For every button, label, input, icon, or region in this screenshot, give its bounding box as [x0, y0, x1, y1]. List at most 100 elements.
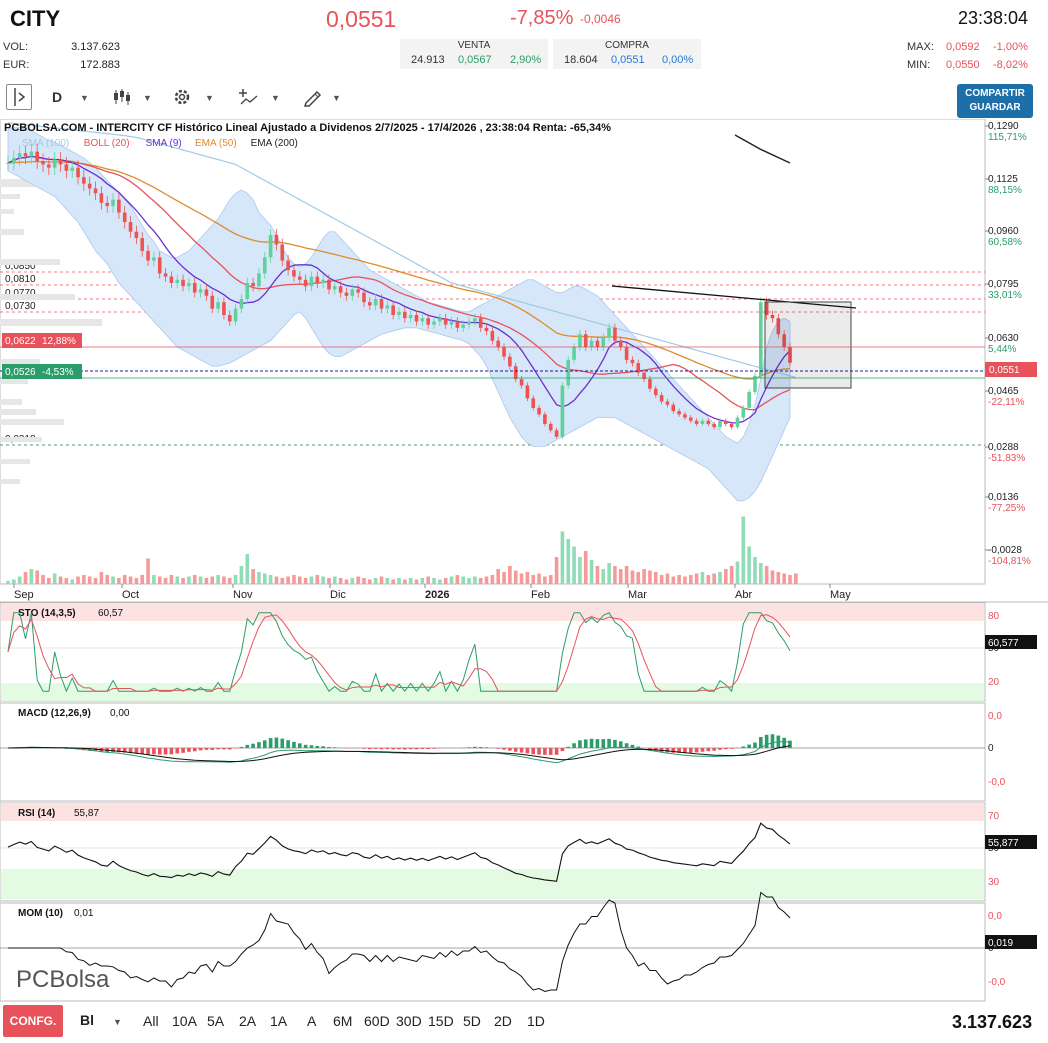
volume-bar [262, 573, 267, 584]
chevron-down-icon[interactable]: ▼ [143, 93, 152, 103]
volume-bar [776, 572, 781, 584]
macd-histogram-bar [613, 739, 617, 748]
volume-bar [753, 557, 757, 584]
volume-bar [385, 578, 390, 584]
volume-profile-bar [0, 437, 42, 442]
volume-bar [770, 570, 775, 584]
volume-bar [467, 578, 471, 584]
y-tick-label: 0,1290 [988, 121, 1019, 132]
tag-0526-value: 0,0526 [5, 367, 36, 378]
volume-bar [513, 570, 518, 584]
macd-histogram-bar [595, 739, 600, 748]
settings-button[interactable] [171, 86, 193, 113]
macd-histogram-bar [496, 748, 501, 749]
volume-bar [169, 575, 174, 584]
macd-histogram-bar [385, 748, 390, 750]
macd-histogram-bar [286, 740, 290, 748]
candle-body [356, 289, 360, 293]
range-button-60d[interactable]: 60D [364, 1013, 390, 1029]
share-save-button[interactable]: COMPARTIR GUARDAR [957, 84, 1033, 118]
style-selector[interactable]: Bl [80, 1012, 94, 1028]
volume-profile-bar [0, 294, 75, 300]
config-button[interactable]: CONFG. [3, 1005, 63, 1037]
candle-body [391, 305, 395, 316]
macd-histogram-bar [373, 748, 378, 749]
volume-bar [157, 576, 162, 584]
macd-histogram-bar [770, 734, 775, 748]
range-button-1a[interactable]: 1A [270, 1013, 288, 1029]
chevron-down-icon[interactable]: ▼ [205, 93, 214, 103]
candle-body [350, 289, 355, 296]
trendline [611, 285, 857, 309]
candle-body [169, 276, 174, 283]
sidebar-toggle-button[interactable] [6, 84, 32, 110]
candle-body [426, 318, 430, 325]
eur-label: EUR: [3, 59, 30, 71]
mom-label: MOM (10) [18, 908, 63, 919]
period-selector[interactable]: D [52, 89, 63, 105]
candle-body [560, 385, 565, 437]
level-label: 0,0810 [5, 274, 36, 285]
candle-body [333, 286, 337, 290]
chart-type-button[interactable] [112, 88, 132, 111]
volume-bar [181, 578, 185, 584]
volume-bar [315, 575, 320, 584]
mom-panel-frame [0, 902, 986, 1002]
volume-bar [23, 572, 28, 584]
volume-profile-bar [0, 409, 36, 415]
drawing-tools-button[interactable] [302, 87, 324, 112]
volume-bar [560, 531, 565, 584]
candle-body [671, 404, 676, 412]
range-button-a[interactable]: A [307, 1013, 317, 1029]
candle-body [478, 318, 483, 328]
candle-body [233, 308, 238, 322]
candle-body [303, 279, 308, 287]
chevron-down-icon[interactable]: ▼ [271, 93, 280, 103]
candle-body [443, 318, 448, 325]
range-button-6m[interactable]: 6M [333, 1013, 353, 1029]
range-button-30d[interactable]: 30D [396, 1013, 422, 1029]
volume-bar [210, 576, 215, 584]
candle-body [70, 167, 74, 171]
range-button-all[interactable]: All [143, 1013, 159, 1029]
macd-histogram-bar [694, 748, 699, 753]
compra-qty: 18.604 [564, 54, 598, 66]
range-button-2a[interactable]: 2A [239, 1013, 257, 1029]
sto-label: STO (14,3,5) [18, 608, 76, 619]
range-button-10a[interactable]: 10A [172, 1013, 197, 1029]
candle-body [52, 159, 57, 168]
macd-histogram-bar [724, 748, 728, 750]
macd-histogram-bar [420, 748, 425, 749]
range-button-15d[interactable]: 15D [428, 1013, 454, 1029]
candle-body [438, 318, 442, 322]
macd-histogram-bar [729, 748, 734, 749]
macd-histogram-bar [216, 748, 220, 750]
range-button-5d[interactable]: 5D [463, 1013, 481, 1029]
macd-histogram-bar [414, 748, 419, 750]
macd-histogram-bar [198, 748, 203, 751]
level-label: 0,0850 [5, 261, 36, 272]
macd-histogram-bar [636, 746, 641, 748]
range-button-5a[interactable]: 5A [207, 1013, 225, 1029]
macd-histogram-bar [391, 748, 395, 750]
volume-bar [368, 579, 372, 584]
macd-label: MACD (12,26,9) [18, 708, 91, 719]
max-label: MAX: [907, 41, 934, 53]
chevron-down-icon[interactable]: ▼ [80, 93, 89, 103]
candle-body [403, 311, 407, 319]
indicators-button[interactable] [237, 88, 259, 111]
range-button-2d[interactable]: 2D [494, 1013, 512, 1029]
volume-bar [222, 576, 226, 584]
volume-profile-bar [0, 229, 24, 235]
chevron-down-icon[interactable]: ▼ [113, 1017, 122, 1027]
range-button-1d[interactable]: 1D [527, 1013, 545, 1029]
macd-histogram-bar [315, 745, 320, 748]
volume-bar [175, 576, 180, 584]
chevron-down-icon[interactable]: ▼ [332, 93, 341, 103]
macd-histogram-bar [280, 738, 285, 748]
macd-histogram-bar [111, 748, 115, 752]
eur-value: 172.883 [80, 59, 120, 71]
macd-histogram-bar [251, 743, 255, 748]
candle-body [613, 327, 617, 341]
